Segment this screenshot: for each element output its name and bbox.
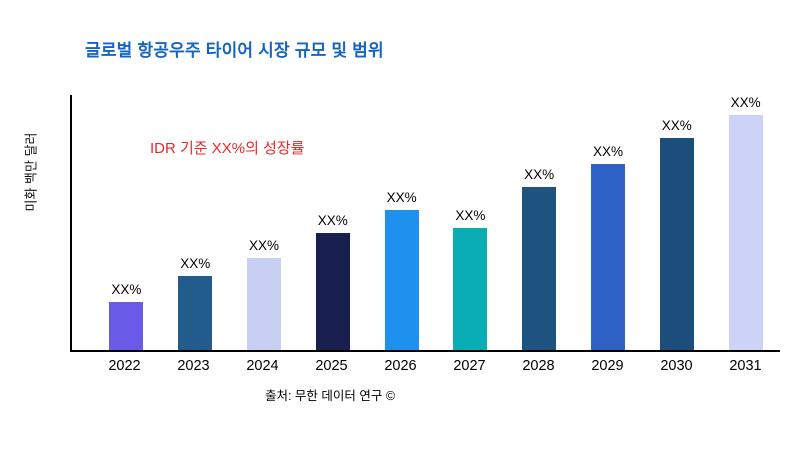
x-tick-2027: 2027 <box>453 358 486 374</box>
x-tick-2030: 2030 <box>660 358 693 374</box>
bar-value-label: XX% <box>592 143 623 159</box>
x-tick-2023: 2023 <box>177 358 210 374</box>
bar-group: XX% <box>642 95 711 350</box>
bar-group: XX% <box>298 95 367 350</box>
bar-group: XX% <box>230 95 299 350</box>
bar-2022 <box>109 301 144 350</box>
x-tick-2022: 2022 <box>108 358 141 374</box>
x-tick-2029: 2029 <box>591 358 624 374</box>
bar-group: XX% <box>436 95 505 350</box>
bar-2029 <box>590 163 625 350</box>
x-tick-2031: 2031 <box>729 358 762 374</box>
bar-group: XX% <box>574 95 643 350</box>
bar-2026 <box>384 209 419 350</box>
bar-value-label: XX% <box>661 118 692 134</box>
bar-2025 <box>315 232 350 350</box>
source-note: 출처: 무한 데이터 연구 © <box>264 389 396 403</box>
bars-container: XX% XX% XX% XX% XX% XX% XX% XX% XX% XX% <box>72 95 780 350</box>
x-tick-2025: 2025 <box>315 358 348 374</box>
x-tick-2026: 2026 <box>384 358 417 374</box>
bar-2030 <box>659 138 694 350</box>
bar-2028 <box>522 186 557 350</box>
x-tick-2024: 2024 <box>246 358 279 374</box>
bar-group: XX% <box>505 95 574 350</box>
bar-2027 <box>453 227 488 350</box>
chart-title: 글로벌 항공우주 타이어 시장 규모 및 범위 <box>85 41 384 60</box>
y-axis-label: 미화 백만 달러 <box>23 132 39 212</box>
bar-group: XX% <box>367 95 436 350</box>
bar-group: XX% <box>161 95 230 350</box>
plot-area: IDR 기준 XX%의 성장률 XX% XX% XX% XX% XX% XX% XX% XX%… <box>70 95 780 352</box>
bar-value-label: XX% <box>111 281 142 297</box>
x-tick-2028: 2028 <box>522 358 555 374</box>
bar-value-label: XX% <box>248 238 279 254</box>
x-axis-labels: 2022 2023 2024 2025 2026 2027 2028 2029 2030 2031 <box>70 358 780 374</box>
bar-value-label: XX% <box>524 166 555 182</box>
bar-value-label: XX% <box>730 95 761 111</box>
bar-group: XX% <box>711 95 780 350</box>
bar-2024 <box>246 258 281 350</box>
bar-value-label: XX% <box>455 207 486 223</box>
bar-2031 <box>728 115 763 350</box>
bar-2023 <box>178 276 213 350</box>
bar-value-label: XX% <box>386 189 417 205</box>
bar-group: XX% <box>92 95 161 350</box>
bar-value-label: XX% <box>180 256 211 272</box>
bar-value-label: XX% <box>317 212 348 228</box>
growth-annotation: IDR 기준 XX%의 성장률 <box>150 140 305 157</box>
